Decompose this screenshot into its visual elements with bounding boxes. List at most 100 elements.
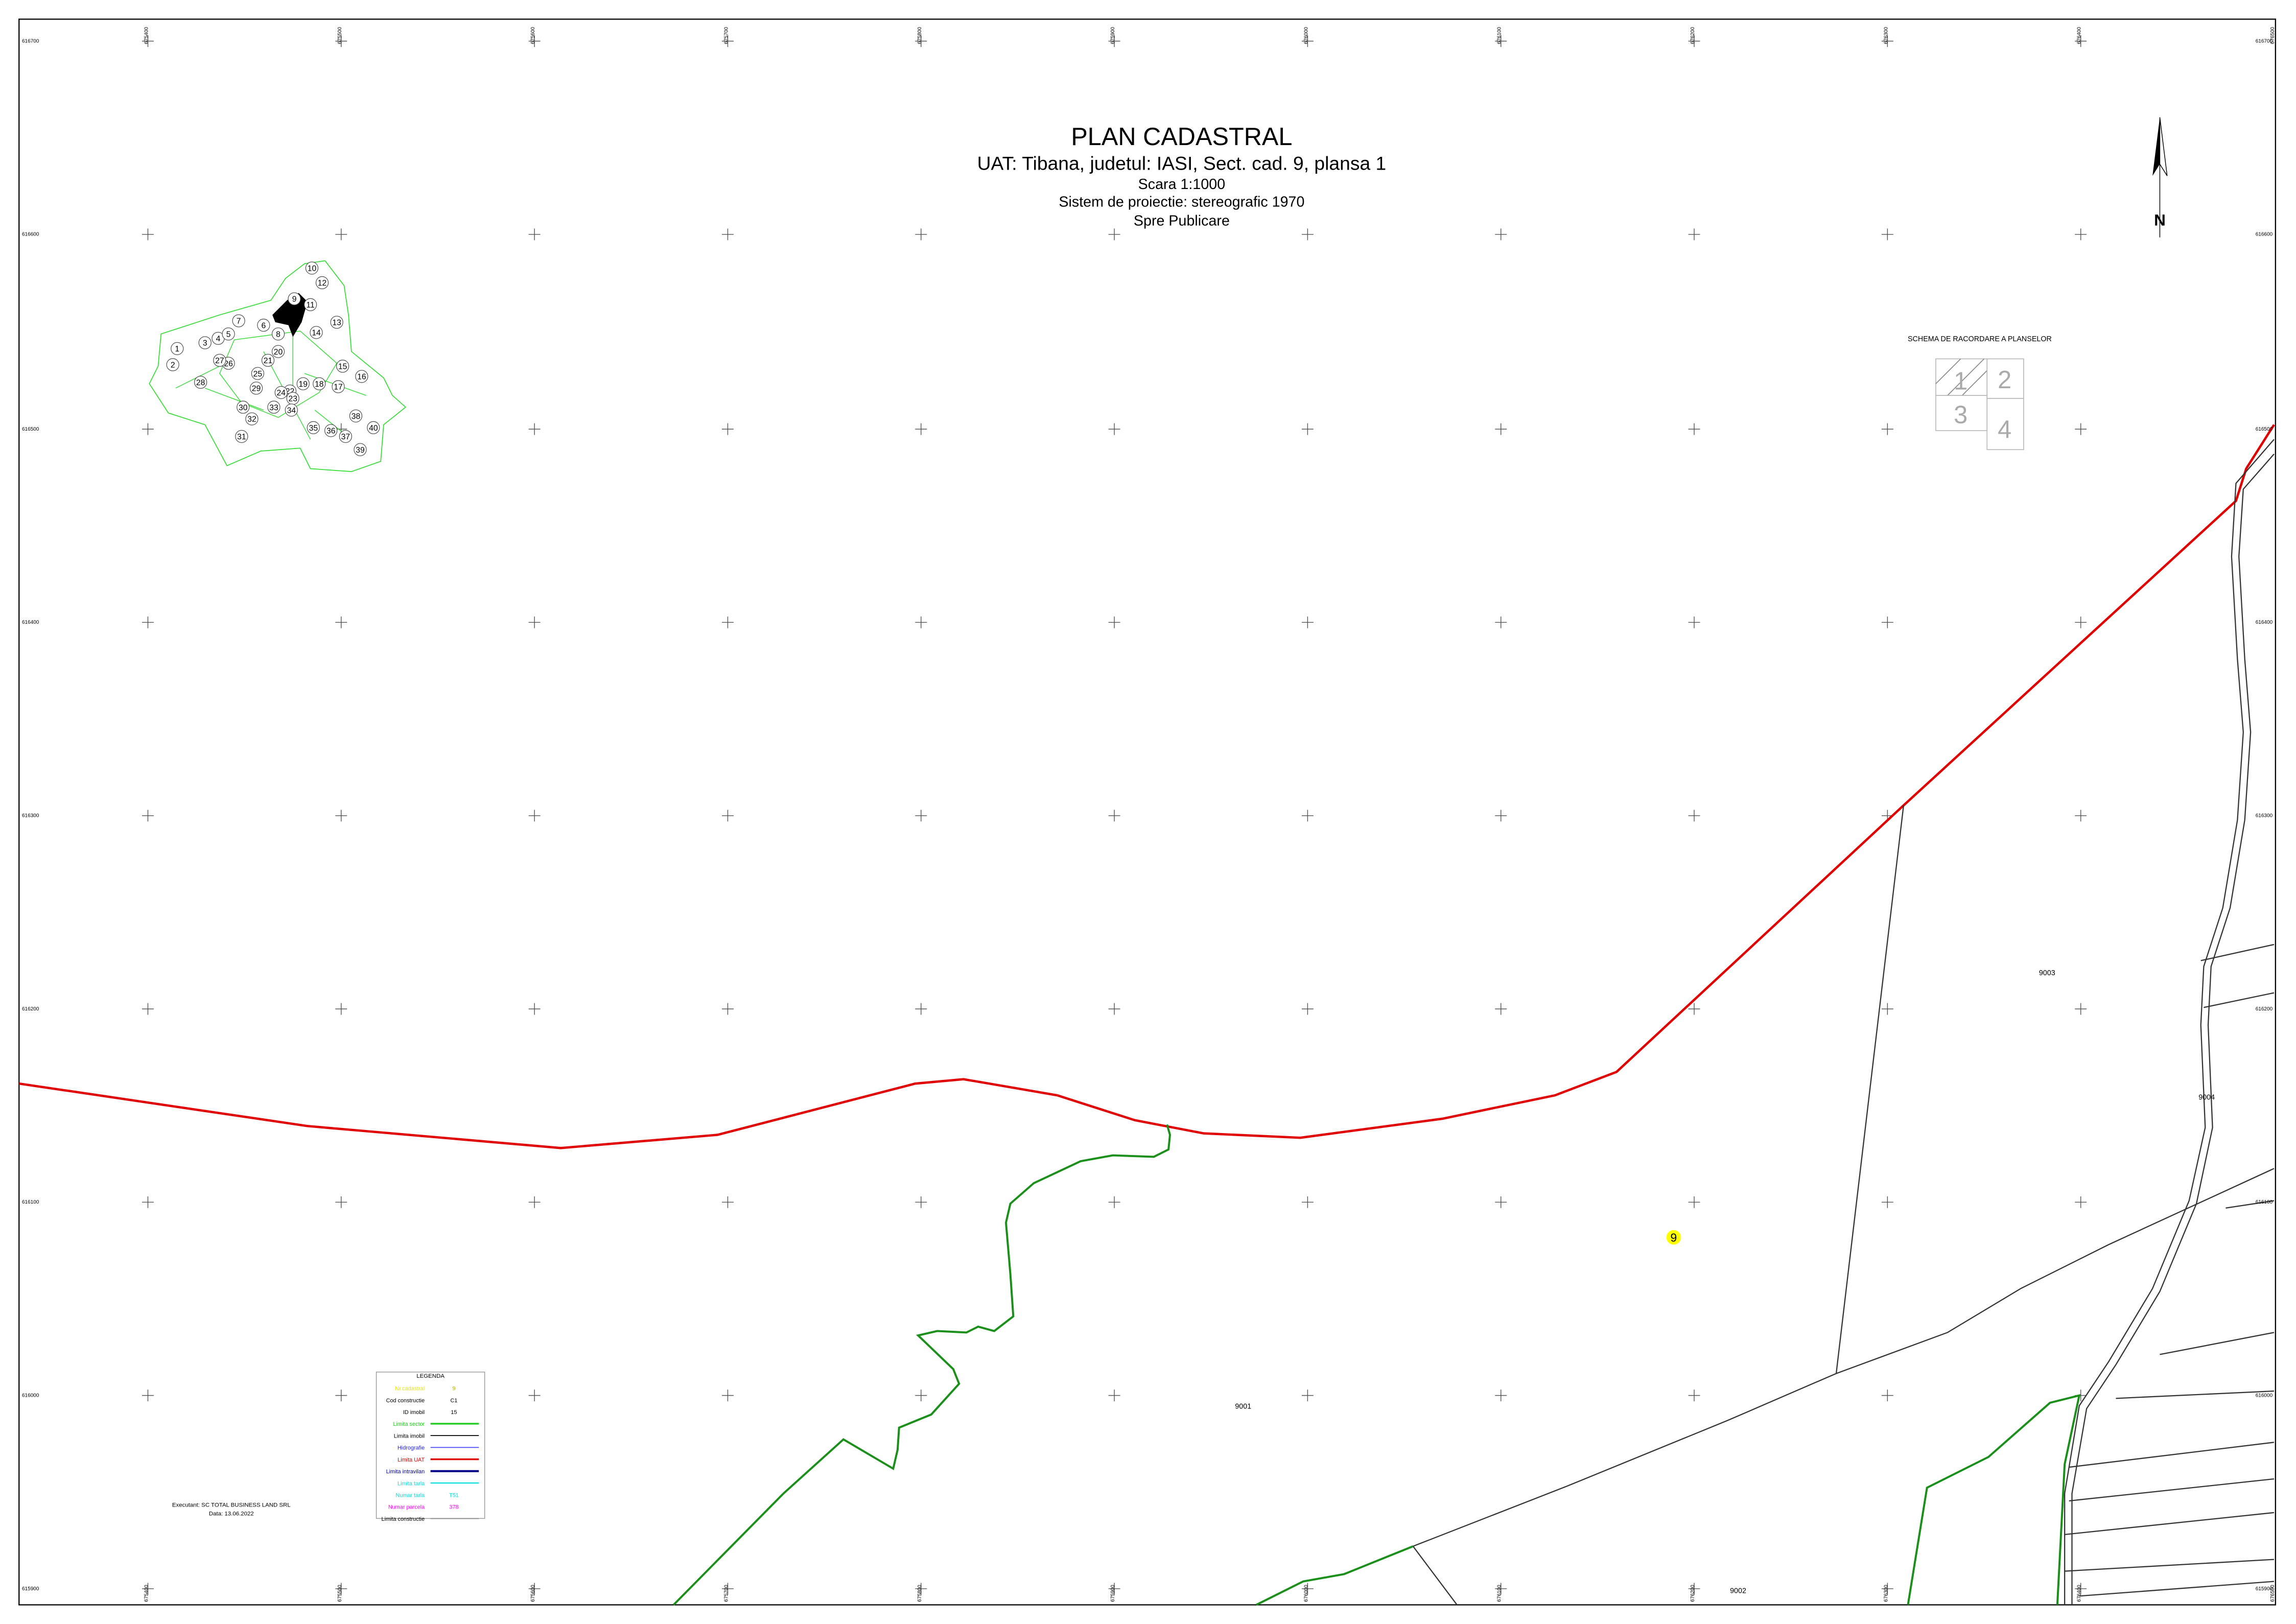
inset-number: 32 <box>247 415 256 424</box>
grid-cross <box>142 423 154 435</box>
grid-cross <box>335 1390 347 1402</box>
grid-cross <box>1108 810 1120 822</box>
x-coordinate: 676200 <box>1690 1585 1696 1602</box>
grid-cross <box>1881 228 1893 241</box>
inset-marker <box>296 377 310 390</box>
y-coordinate: 616000 <box>22 1393 39 1398</box>
inset-marker <box>288 292 301 305</box>
grid-cross <box>721 1003 734 1015</box>
inset-number: 17 <box>334 383 343 392</box>
inset-marker <box>261 354 275 367</box>
legend-label: Numar tarla <box>395 1493 425 1499</box>
y-coordinate: 616500 <box>22 427 39 432</box>
parcel-boundaries <box>1412 439 2275 1606</box>
grid-cross <box>721 1583 734 1595</box>
grid-cross <box>142 1196 154 1208</box>
x-coordinate: 676300 <box>1883 1585 1889 1602</box>
inset-marker <box>355 370 368 383</box>
inset-marker <box>274 386 288 399</box>
grid-cross <box>1688 1583 1700 1595</box>
inset-marker <box>237 401 250 414</box>
grid-cross <box>1688 423 1700 435</box>
x-coordinate: 675500 <box>337 27 343 44</box>
inset-number: 14 <box>312 329 321 338</box>
grid-cross <box>1301 1390 1314 1402</box>
grid-cross <box>335 616 347 628</box>
grid-cross <box>528 1583 541 1595</box>
inset-number: 7 <box>237 317 241 326</box>
y-coordinate: 616600 <box>2256 232 2273 238</box>
inset-number: 35 <box>309 424 318 433</box>
x-coordinate: 675900 <box>1110 1585 1116 1602</box>
legend-sample: 9 <box>452 1386 455 1392</box>
inset-number: 16 <box>357 373 366 382</box>
inset-number: 9 <box>292 295 297 304</box>
y-coordinate: 616700 <box>22 38 39 44</box>
x-coordinate: 676100 <box>1497 1585 1503 1602</box>
sector-marker <box>1666 1230 1681 1245</box>
grid-crosses <box>142 35 2087 1595</box>
inset-number: 28 <box>196 379 205 387</box>
inset-number: 39 <box>356 446 365 455</box>
inset-marker <box>305 262 319 275</box>
legend-label: Limita UAT <box>397 1457 425 1463</box>
x-coordinate: 676400 <box>2077 27 2082 44</box>
north-arrow: N <box>2152 117 2168 238</box>
inset-marker <box>166 358 179 371</box>
grid-cross <box>142 616 154 628</box>
inset-number: 15 <box>338 363 347 371</box>
sheet-number: 1 <box>1954 368 1967 395</box>
grid-cross <box>1301 1196 1314 1208</box>
grid-cross <box>721 616 734 628</box>
x-coordinate: 675600 <box>530 1585 536 1602</box>
inset-marker <box>257 318 270 332</box>
legend-sample: 378 <box>449 1504 458 1511</box>
grid-cross <box>1495 228 1507 241</box>
status: Spre Publicare <box>1134 213 1230 229</box>
legend-sample: T51 <box>449 1493 459 1499</box>
grid-cross <box>1108 35 1120 47</box>
grid-cross <box>1495 1196 1507 1208</box>
inset-number: 31 <box>237 433 246 441</box>
legend-label: Nr.cadastral <box>395 1386 425 1392</box>
grid-cross <box>721 35 734 47</box>
grid-cross <box>1495 616 1507 628</box>
inset-number: 36 <box>326 427 336 436</box>
x-coordinate: 675700 <box>723 27 729 44</box>
grid-cross <box>1301 228 1314 241</box>
y-coordinate: 615900 <box>2256 1586 2273 1592</box>
inset-number: 23 <box>288 395 297 404</box>
x-coordinate: 676000 <box>1303 1585 1309 1602</box>
sector-boundaries <box>672 1124 2081 1606</box>
legend: LEGENDA Nr.cadastral 9 Cod constructie C1 ID… <box>376 1372 485 1522</box>
x-coordinate: 675700 <box>723 1585 729 1602</box>
scale: Scara 1:1000 <box>1138 176 1225 193</box>
grid-cross <box>721 1196 734 1208</box>
grid-cross <box>1108 1390 1120 1402</box>
parcel-label: 9004 <box>2198 1094 2215 1102</box>
grid-cross <box>2075 616 2087 628</box>
inset-number: 13 <box>332 319 341 327</box>
sheet-number: 4 <box>1998 416 2011 443</box>
x-coordinate: 675800 <box>917 27 923 44</box>
y-coordinate: 616600 <box>22 232 39 238</box>
sector-number: 9 <box>1671 1231 1677 1244</box>
y-coordinate: 616700 <box>2256 38 2273 44</box>
inset-number: 24 <box>277 389 286 397</box>
inset-number: 5 <box>226 330 231 339</box>
north-label: N <box>2154 211 2166 229</box>
subtitle: UAT: Tibana, judetul: IASI, Sect. cad. 9… <box>977 153 1387 174</box>
inset-marker <box>271 345 285 358</box>
x-coordinate: 676300 <box>1883 27 1889 44</box>
grid-cross <box>1301 423 1314 435</box>
x-coordinate: 676400 <box>2077 1585 2082 1602</box>
parcel-label: 9003 <box>2039 969 2055 977</box>
y-coordinate: 615900 <box>22 1586 39 1592</box>
grid-cross <box>528 423 541 435</box>
grid-cross <box>1301 1583 1314 1595</box>
grid-cross <box>1688 1003 1700 1015</box>
inset-number: 19 <box>299 380 308 389</box>
inset-marker <box>222 327 235 341</box>
